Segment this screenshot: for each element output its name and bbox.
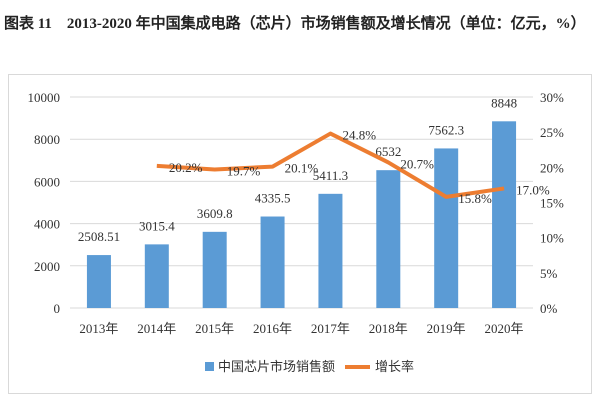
bar-data-label: 6532 bbox=[375, 144, 401, 159]
bar-data-label: 3609.8 bbox=[197, 206, 233, 221]
bar-data-label: 3015.4 bbox=[139, 218, 175, 233]
y2-tick-label: 5% bbox=[540, 266, 558, 281]
line-data-label: 20.2% bbox=[169, 160, 203, 175]
legend-label-bar: 中国芯片市场销售额 bbox=[218, 359, 335, 374]
bar bbox=[492, 121, 517, 309]
line-data-label: 24.8% bbox=[342, 128, 376, 143]
y2-tick-label: 20% bbox=[540, 160, 564, 175]
bar bbox=[434, 148, 459, 308]
bar bbox=[318, 193, 343, 308]
line-data-label: 20.7% bbox=[400, 156, 434, 171]
y2-tick-label: 15% bbox=[540, 196, 564, 211]
x-tick-label: 2018年 bbox=[369, 321, 408, 336]
x-tick-label: 2016年 bbox=[253, 321, 292, 336]
x-tick-label: 2013年 bbox=[79, 321, 118, 336]
growth-line bbox=[156, 131, 505, 199]
y-tick-label: 2000 bbox=[34, 259, 60, 274]
legend-swatch-bar bbox=[205, 362, 214, 371]
x-tick-label: 2014年 bbox=[137, 321, 176, 336]
y-tick-label: 8000 bbox=[34, 132, 60, 147]
legend-label-line: 增长率 bbox=[375, 359, 414, 374]
y-tick-label: 10000 bbox=[28, 90, 61, 105]
y2-tick-label: 30% bbox=[540, 90, 564, 105]
x-tick-label: 2017年 bbox=[311, 321, 350, 336]
line-data-label: 15.8% bbox=[458, 191, 492, 206]
line-data-label: 17.0% bbox=[516, 182, 550, 197]
bar bbox=[376, 170, 401, 308]
x-tick-label: 2019年 bbox=[427, 321, 466, 336]
bar bbox=[260, 216, 285, 308]
bar bbox=[144, 244, 169, 308]
bar-data-label: 5411.3 bbox=[313, 168, 348, 183]
line-data-label: 19.7% bbox=[227, 163, 261, 178]
bar-data-label: 2508.51 bbox=[78, 229, 120, 244]
y-tick-label: 4000 bbox=[34, 217, 60, 232]
y2-tick-label: 10% bbox=[540, 231, 564, 246]
bar bbox=[86, 255, 111, 308]
y-tick-label: 6000 bbox=[34, 174, 60, 189]
chart-title: 图表 11 2013-2020 年中国集成电路（芯片）市场销售额及增长情况（单位… bbox=[4, 16, 586, 32]
bar bbox=[202, 231, 227, 308]
chart-frame bbox=[8, 74, 592, 394]
y2-tick-label: 0% bbox=[540, 301, 558, 316]
y2-tick-label: 25% bbox=[540, 125, 564, 140]
bar-data-label: 8848 bbox=[491, 95, 517, 110]
bar-data-label: 7562.3 bbox=[428, 122, 464, 137]
x-tick-label: 2020年 bbox=[485, 321, 524, 336]
x-tick-label: 2015年 bbox=[195, 321, 234, 336]
line-data-label: 20.1% bbox=[285, 161, 319, 176]
y-tick-label: 0 bbox=[54, 301, 61, 316]
bar-data-label: 4335.5 bbox=[255, 191, 291, 206]
